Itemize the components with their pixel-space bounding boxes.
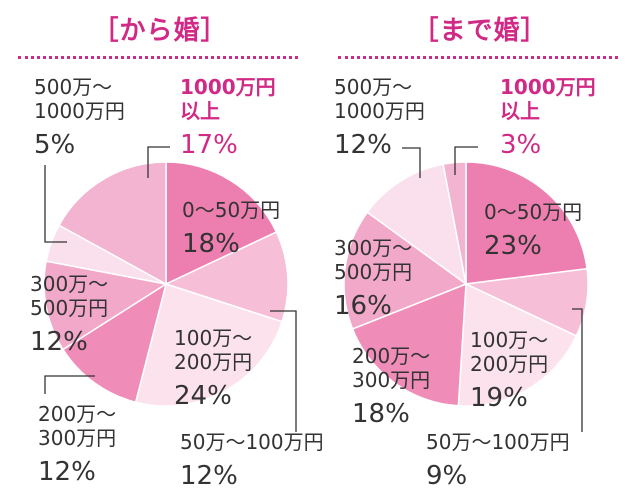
slice-percent: 23% bbox=[484, 231, 542, 261]
chart-panel-madekon: ［まで婚］ 0～50万円 23% 50万～100万円 9% 100万～ 200万… bbox=[320, 0, 640, 500]
pie-slice-0-50 bbox=[465, 161, 588, 285]
chart-panel-karakon: ［から婚］ 0～50万円 18% 50万～100万円 12% 100万～ 200… bbox=[18, 16, 324, 491]
slice-percent: 5% bbox=[34, 130, 76, 160]
slice-name: 50万～100万円 bbox=[180, 430, 324, 454]
leader-line-200-300 bbox=[44, 375, 95, 394]
slice-percent: 18% bbox=[182, 229, 240, 259]
slice-name: 0～50万円 bbox=[182, 198, 281, 222]
slice-percent: 12% bbox=[180, 461, 238, 491]
slice-label-500-1000: 500万～ 1000万円 5% bbox=[34, 75, 125, 161]
slice-name: 300万～ 500万円 bbox=[334, 236, 413, 284]
pie-slice-0-50 bbox=[165, 161, 278, 286]
slice-name: 200万～ 300万円 bbox=[352, 344, 431, 392]
chart-title: ［まで婚］ bbox=[412, 16, 548, 46]
leader-line-500-1000 bbox=[44, 165, 67, 243]
slice-label-1000-over: 1000万円 以上 17% bbox=[180, 75, 276, 161]
title-divider bbox=[338, 56, 618, 59]
slice-label-0-50: 0～50万円 23% bbox=[484, 200, 582, 262]
slice-percent: 18% bbox=[352, 399, 410, 429]
pie-slice-100-200 bbox=[134, 283, 283, 407]
slice-name: 500万～ 1000万円 bbox=[334, 75, 425, 123]
pie-slice-200-300 bbox=[351, 282, 467, 407]
slice-percent: 3% bbox=[500, 130, 542, 160]
slice-name: 1000万円 以上 bbox=[500, 75, 596, 123]
pie-slice-1000-over bbox=[58, 161, 167, 286]
slice-name: 300万～ 500万円 bbox=[30, 272, 109, 320]
slice-percent: 17% bbox=[180, 130, 238, 160]
pie-slice-300-500 bbox=[343, 211, 468, 330]
slice-percent: 16% bbox=[334, 291, 392, 321]
slice-label-50-100: 50万～100万円 9% bbox=[426, 430, 570, 492]
pie-slice-200-300 bbox=[61, 282, 168, 404]
pie-chart-madekon bbox=[343, 146, 589, 432]
slice-label-1000-over: 1000万円 以上 3% bbox=[500, 75, 596, 161]
leader-line-50-100 bbox=[572, 308, 583, 432]
slice-name: 100万～ 200万円 bbox=[174, 326, 253, 374]
slice-percent: 24% bbox=[174, 381, 232, 411]
slice-name: 500万～ 1000万円 bbox=[34, 75, 125, 123]
slice-name: 200万～ 300万円 bbox=[38, 402, 117, 450]
pie-slice-100-200 bbox=[457, 282, 578, 407]
chart-title: ［から婚］ bbox=[92, 16, 228, 46]
slice-label-200-300: 200万～ 300万円 18% bbox=[352, 344, 430, 430]
leader-line-50-100 bbox=[270, 310, 297, 432]
slice-label-0-50: 0～50万円 18% bbox=[182, 198, 280, 260]
pie-slice-500-1000 bbox=[366, 163, 468, 286]
title-divider bbox=[18, 56, 298, 59]
pie-slice-300-500 bbox=[43, 260, 169, 351]
leader-line-1000-over bbox=[454, 146, 478, 175]
slice-name: 1000万円 以上 bbox=[180, 75, 276, 123]
slice-percent: 12% bbox=[334, 130, 392, 160]
slice-percent: 19% bbox=[470, 383, 528, 413]
slice-percent: 9% bbox=[426, 461, 468, 491]
pie-chart-karakon bbox=[43, 146, 297, 432]
slice-label-300-500: 300万～ 500万円 12% bbox=[30, 272, 108, 358]
slice-name: 100万～ 200万円 bbox=[470, 328, 549, 376]
pie-slice-50-100 bbox=[163, 231, 289, 323]
slice-percent: 12% bbox=[30, 327, 88, 357]
slice-label-500-1000: 500万～ 1000万円 12% bbox=[334, 75, 425, 161]
slice-label-200-300: 200万～ 300万円 12% bbox=[38, 402, 116, 488]
slice-label-300-500: 300万～ 500万円 16% bbox=[334, 236, 412, 322]
slice-name: 0～50万円 bbox=[484, 200, 583, 224]
slice-label-100-200: 100万～ 200万円 19% bbox=[470, 328, 548, 414]
slice-percent: 12% bbox=[38, 457, 96, 487]
slice-label-100-200: 100万～ 200万円 24% bbox=[174, 326, 252, 412]
slice-name: 50万～100万円 bbox=[426, 430, 570, 454]
leader-line-1000-over bbox=[147, 146, 170, 178]
slice-label-50-100: 50万～100万円 12% bbox=[180, 430, 324, 492]
leader-line-500-1000 bbox=[402, 147, 421, 178]
